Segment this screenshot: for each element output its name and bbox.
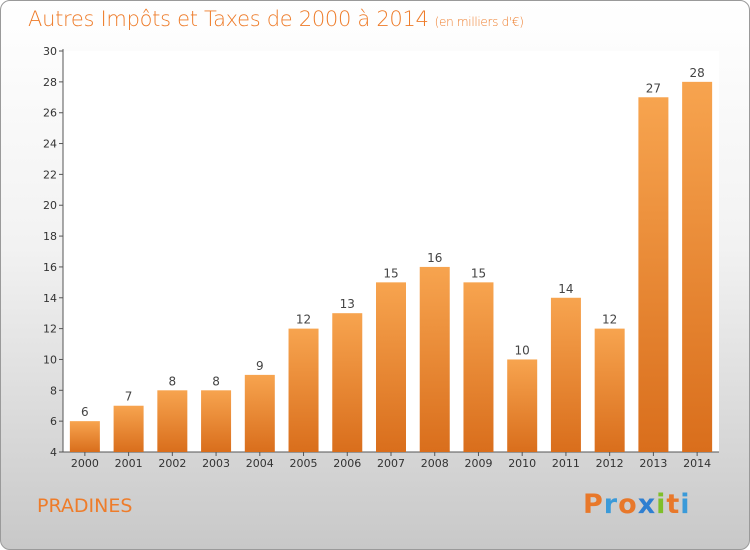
chart-title: Autres Impôts et Taxes de 2000 à 2014 (en… (28, 7, 524, 31)
data-label: 13 (340, 297, 355, 311)
data-label: 16 (427, 251, 442, 265)
bar (113, 405, 144, 452)
chart-unit: (en milliers d'€) (434, 15, 524, 29)
logo-letter: t (666, 489, 681, 520)
data-label: 28 (689, 66, 704, 80)
y-tick-label: 24 (43, 138, 57, 151)
logo-letter: i (656, 489, 667, 520)
y-tick-label: 6 (50, 415, 57, 428)
y-tick-label: 10 (43, 353, 57, 366)
data-label: 8 (212, 374, 220, 388)
y-tick-label: 16 (43, 261, 57, 274)
y-tick-label: 26 (43, 107, 57, 120)
y-tick-label: 30 (43, 45, 57, 58)
data-label: 15 (383, 266, 398, 280)
proxiti-logo: Proxiti (583, 489, 691, 520)
bar (376, 282, 406, 452)
data-label: 8 (169, 374, 177, 388)
data-label: 7 (125, 390, 133, 404)
commune-name: PRADINES (37, 495, 133, 517)
x-tick-label: 2011 (552, 457, 580, 470)
bar (594, 328, 625, 452)
x-tick-label: 2001 (115, 457, 143, 470)
data-label: 15 (471, 266, 486, 280)
logo-letter: r (603, 489, 619, 520)
data-label: 6 (81, 405, 89, 419)
bar (69, 421, 100, 452)
data-label: 10 (515, 343, 530, 357)
x-tick-label: 2002 (158, 457, 186, 470)
logo-letter: P (583, 489, 604, 520)
chart-title-text: Autres Impôts et Taxes de 2000 à 2014 (28, 7, 429, 31)
y-tick-label: 22 (43, 168, 57, 181)
bar (332, 313, 363, 452)
y-tick-label: 4 (50, 446, 57, 459)
y-tick-label: 8 (50, 384, 57, 397)
x-tick-label: 2009 (464, 457, 492, 470)
x-tick-label: 2005 (290, 457, 318, 470)
bar (157, 390, 188, 452)
logo-letter: i (680, 489, 691, 520)
x-tick-label: 2013 (639, 457, 667, 470)
bar (682, 81, 713, 452)
y-tick-label: 28 (43, 76, 57, 89)
y-tick-label: 18 (43, 230, 57, 243)
y-tick-label: 12 (43, 323, 57, 336)
x-tick-label: 2003 (202, 457, 230, 470)
x-tick-label: 2007 (377, 457, 405, 470)
data-label: 27 (646, 81, 661, 95)
data-label: 12 (296, 313, 311, 327)
x-tick-label: 2008 (421, 457, 449, 470)
bar (201, 390, 232, 452)
x-tick-label: 2014 (683, 457, 711, 470)
logo-letter: x (637, 489, 657, 520)
data-label: 12 (602, 313, 617, 327)
bar (419, 266, 450, 452)
x-tick-label: 2004 (246, 457, 274, 470)
x-tick-label: 2010 (508, 457, 536, 470)
y-tick-label: 20 (43, 199, 57, 212)
bar (244, 374, 275, 452)
bar (288, 328, 319, 452)
bar (550, 297, 581, 452)
x-tick-label: 2012 (596, 457, 624, 470)
bar (463, 282, 494, 452)
y-tick-label: 14 (43, 292, 57, 305)
bar (638, 97, 669, 453)
data-label: 14 (558, 282, 573, 296)
x-tick-label: 2006 (333, 457, 361, 470)
data-label: 9 (256, 359, 264, 373)
x-tick-label: 2000 (71, 457, 99, 470)
logo-letter: o (618, 489, 638, 520)
bar (507, 359, 538, 452)
